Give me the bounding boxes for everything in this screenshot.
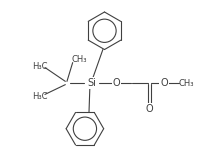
Text: O: O	[160, 78, 168, 88]
Text: CH₃: CH₃	[72, 55, 87, 64]
Text: O: O	[113, 78, 121, 88]
Text: O: O	[146, 104, 153, 114]
Text: Si: Si	[87, 78, 96, 88]
Text: H₃C: H₃C	[32, 62, 47, 71]
Text: CH₃: CH₃	[179, 79, 194, 87]
Text: H₃C: H₃C	[32, 92, 47, 101]
